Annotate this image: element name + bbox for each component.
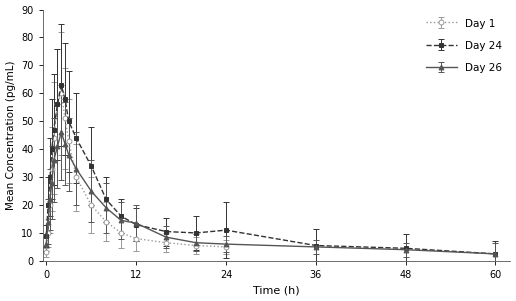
Legend: Day 1, Day 24, Day 26: Day 1, Day 24, Day 26: [423, 15, 505, 76]
X-axis label: Time (h): Time (h): [253, 285, 300, 296]
Y-axis label: Mean Concentration (pg/mL): Mean Concentration (pg/mL): [6, 61, 15, 210]
